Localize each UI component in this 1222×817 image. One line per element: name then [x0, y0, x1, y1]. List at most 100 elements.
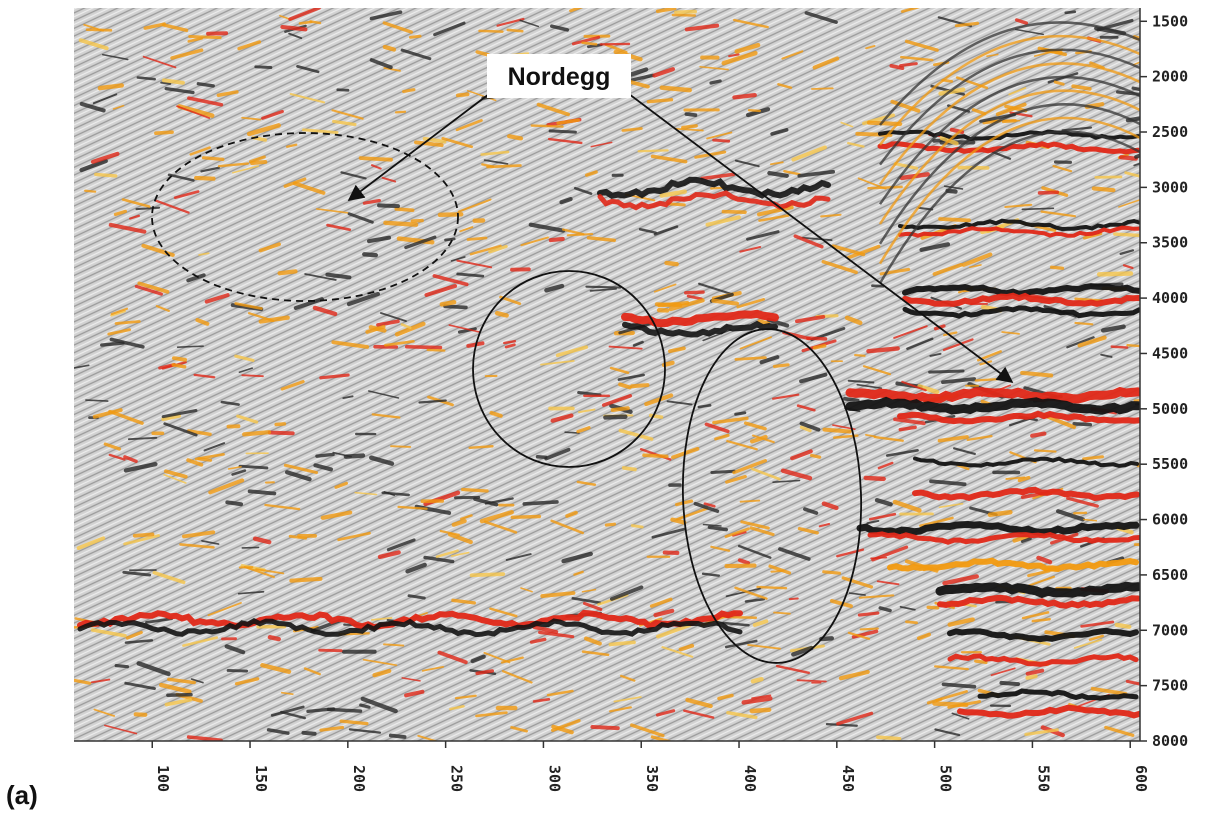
seismic-event [171, 363, 187, 369]
seismic-event [371, 164, 382, 170]
seismic-event [528, 222, 566, 233]
seismic-event [890, 99, 921, 113]
x-tick-label: 600 [1132, 765, 1150, 792]
seismic-event [163, 474, 187, 484]
seismic-event [455, 92, 470, 98]
seismic-event [990, 667, 1016, 677]
seismic-event [84, 189, 97, 193]
seismic-event [242, 430, 272, 437]
seismic-event [270, 705, 305, 717]
seismic-event [301, 128, 339, 134]
seismic-event [926, 605, 940, 610]
seismic-event [589, 287, 617, 292]
seismic-event [666, 202, 686, 207]
seismic-event [714, 433, 730, 441]
seismic-event [176, 345, 204, 348]
seismic-event [172, 356, 188, 362]
seismic-event [550, 24, 570, 32]
seismic-event [573, 186, 593, 195]
seismic-event [198, 252, 210, 256]
seismic-event [1020, 370, 1054, 378]
seismic-event [362, 252, 379, 258]
seismic-event [684, 112, 698, 117]
seismic-event [298, 20, 313, 25]
seismic-event [108, 453, 126, 461]
seismic-event [953, 447, 976, 455]
seismic-event [457, 327, 477, 334]
seismic-event [796, 404, 816, 412]
seismic-event [737, 558, 751, 565]
seismic-event [489, 607, 518, 618]
seismic-event [651, 527, 687, 539]
seismic-event [901, 380, 927, 392]
reflector-trace [902, 305, 1140, 319]
seismic-event [941, 377, 977, 385]
seismic-event [734, 159, 760, 168]
seismic-event [124, 639, 154, 644]
seismic-event [127, 436, 158, 441]
seismic-event [467, 89, 497, 102]
seismic-event [250, 159, 268, 166]
seismic-event [1061, 126, 1093, 132]
seismic-event [450, 551, 470, 557]
seismic-event [394, 110, 407, 114]
seismic-event [791, 645, 814, 657]
seismic-event [892, 499, 922, 513]
seismic-event [1100, 324, 1126, 333]
seismic-event [876, 580, 900, 586]
seismic-event [243, 566, 275, 579]
seismic-event [1015, 18, 1029, 25]
seismic-event [799, 421, 821, 432]
seismic-event [152, 570, 186, 585]
y-axis-ticks: 1500 2000 2500 3000 3500 4000 4500 5000 5500 6000… [1140, 12, 1188, 750]
reflector-trace [845, 386, 1140, 404]
seismic-event [267, 430, 295, 436]
seismic-event [125, 630, 143, 640]
seismic-event [241, 374, 264, 378]
x-tick-label: 350 [643, 765, 661, 792]
seismic-event [161, 413, 182, 422]
seismic-event [203, 442, 226, 452]
seismic-event [675, 507, 709, 521]
seismic-event [79, 158, 108, 173]
seismic-event [1033, 449, 1057, 453]
reflector-trace [947, 653, 1139, 667]
seismic-event [995, 102, 1027, 117]
seismic-event [266, 728, 290, 735]
seismic-event [604, 522, 617, 527]
seismic-event [801, 236, 833, 242]
seismic-event [620, 674, 636, 682]
seismic-event [186, 458, 204, 467]
seismic-event [195, 317, 210, 326]
seismic-event [109, 337, 145, 349]
seismic-event [283, 177, 307, 188]
seismic-event [346, 291, 380, 307]
seismic-event [241, 546, 260, 549]
seismic-event [368, 325, 387, 333]
y-tick-label: 5500 [1152, 455, 1188, 473]
seismic-event [358, 156, 393, 162]
reflector-trace [937, 594, 1140, 609]
seismic-event [854, 353, 866, 357]
seismic-event [581, 41, 598, 46]
seismic-event [277, 269, 298, 276]
seismic-event [906, 337, 934, 350]
seismic-event [1118, 155, 1138, 161]
callout-arrow-left [347, 90, 494, 201]
seismic-event [951, 712, 970, 720]
seismic-event [164, 87, 195, 95]
seismic-event [236, 414, 259, 424]
curved-reflector [878, 130, 1140, 285]
seismic-event [712, 416, 749, 425]
seismic-event [561, 551, 593, 564]
seismic-event [369, 58, 393, 70]
seismic-event [388, 733, 407, 739]
seismic-event [810, 87, 834, 90]
seismic-event [840, 121, 854, 128]
reflector-trace [898, 225, 1140, 238]
seismic-event [865, 433, 877, 438]
seismic-event [238, 367, 253, 374]
seismic-event [225, 500, 244, 507]
reflector-trace [877, 141, 1140, 155]
seismic-event [935, 690, 968, 702]
